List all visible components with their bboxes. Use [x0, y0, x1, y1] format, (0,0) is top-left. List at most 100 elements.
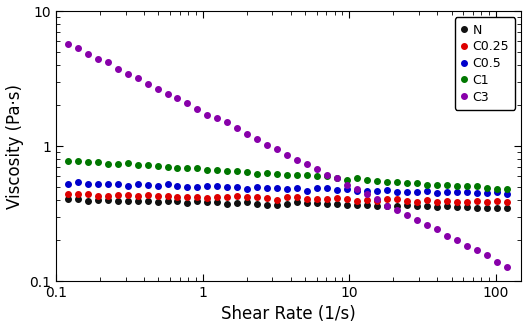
C0.5 — [404, 190, 411, 193]
N — [154, 200, 161, 204]
C0.25 — [204, 196, 211, 200]
N — [274, 203, 280, 207]
C1 — [164, 165, 171, 169]
C0.5 — [225, 185, 231, 189]
N — [264, 203, 270, 207]
C0.5 — [204, 184, 211, 188]
C0.5 — [484, 191, 491, 195]
C1 — [235, 169, 241, 173]
C0.5 — [314, 186, 320, 190]
N — [494, 206, 501, 210]
C3 — [414, 218, 421, 222]
C0.25 — [74, 192, 81, 196]
C1 — [225, 169, 231, 173]
N — [444, 204, 451, 208]
C1 — [364, 178, 370, 182]
C1 — [454, 184, 461, 188]
C1 — [504, 187, 511, 190]
C0.5 — [154, 184, 161, 188]
C0.25 — [64, 191, 71, 195]
C3 — [464, 244, 471, 248]
C0.25 — [114, 193, 121, 197]
C0.25 — [154, 193, 161, 197]
C0.5 — [334, 188, 340, 192]
C0.5 — [214, 184, 221, 188]
C1 — [274, 172, 280, 176]
C1 — [314, 174, 320, 178]
C1 — [484, 186, 491, 190]
C3 — [64, 42, 71, 46]
C1 — [134, 163, 141, 167]
C0.25 — [124, 193, 131, 197]
C0.5 — [464, 190, 471, 194]
C1 — [284, 173, 290, 177]
N — [114, 199, 121, 203]
C1 — [214, 168, 221, 172]
Line: C3: C3 — [65, 41, 510, 270]
C0.25 — [254, 195, 260, 199]
C3 — [214, 116, 221, 120]
N — [404, 203, 411, 207]
C0.25 — [474, 199, 481, 203]
C0.25 — [134, 194, 141, 198]
C3 — [424, 223, 431, 227]
C3 — [494, 260, 501, 264]
C0.25 — [354, 199, 360, 203]
X-axis label: Shear Rate (1/s): Shear Rate (1/s) — [221, 305, 356, 323]
C3 — [124, 72, 131, 76]
C1 — [294, 173, 300, 177]
C0.25 — [484, 200, 491, 204]
N — [174, 199, 181, 203]
C0.5 — [324, 186, 330, 190]
C1 — [474, 184, 481, 188]
C0.5 — [364, 189, 370, 193]
C3 — [444, 234, 451, 238]
C0.25 — [494, 199, 501, 203]
C3 — [245, 132, 251, 136]
C3 — [404, 213, 411, 216]
C1 — [444, 183, 451, 187]
N — [94, 198, 101, 202]
C0.5 — [424, 189, 431, 193]
C0.25 — [225, 195, 231, 199]
C0.25 — [144, 193, 151, 197]
C0.25 — [334, 196, 340, 200]
C0.5 — [474, 191, 481, 195]
C1 — [414, 181, 421, 185]
C0.5 — [94, 182, 101, 186]
C1 — [344, 178, 350, 182]
C0.25 — [314, 197, 320, 201]
C0.5 — [264, 186, 270, 190]
N — [354, 203, 360, 207]
C3 — [134, 76, 141, 80]
C3 — [104, 60, 111, 64]
C0.5 — [494, 190, 501, 194]
C3 — [84, 52, 91, 56]
C1 — [324, 174, 330, 178]
N — [235, 201, 241, 205]
C1 — [334, 176, 340, 180]
C0.5 — [444, 190, 451, 194]
C0.25 — [235, 194, 241, 198]
C0.25 — [384, 197, 391, 201]
C0.25 — [264, 196, 270, 200]
C3 — [174, 96, 181, 100]
N — [254, 202, 260, 206]
C0.5 — [194, 185, 201, 189]
C3 — [284, 153, 290, 157]
C3 — [324, 173, 330, 177]
C0.25 — [214, 195, 221, 199]
C1 — [264, 171, 270, 175]
C3 — [235, 126, 241, 130]
C3 — [254, 137, 260, 140]
C0.5 — [174, 184, 181, 188]
N — [134, 199, 141, 203]
C1 — [94, 160, 101, 164]
C3 — [264, 142, 270, 146]
Legend: N, C0.25, C0.5, C1, C3: N, C0.25, C0.5, C1, C3 — [455, 17, 515, 110]
C0.25 — [344, 197, 350, 201]
C0.25 — [324, 197, 330, 201]
C0.25 — [194, 195, 201, 199]
N — [194, 199, 201, 203]
C0.5 — [134, 182, 141, 186]
